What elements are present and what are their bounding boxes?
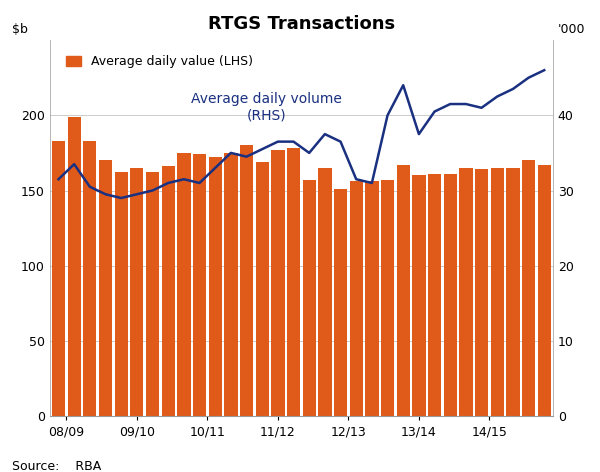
Bar: [428, 174, 441, 416]
Bar: [397, 165, 410, 416]
Bar: [459, 168, 473, 416]
Bar: [99, 160, 112, 416]
Text: '000: '000: [558, 23, 586, 36]
Title: RTGS Transactions: RTGS Transactions: [208, 15, 395, 33]
Bar: [209, 158, 222, 416]
Text: Average daily volume
(RHS): Average daily volume (RHS): [191, 92, 341, 123]
Legend: Average daily value (LHS): Average daily value (LHS): [61, 50, 258, 73]
Bar: [522, 160, 535, 416]
Text: $b: $b: [12, 23, 28, 36]
Bar: [381, 180, 394, 416]
Bar: [350, 181, 363, 416]
Bar: [240, 145, 253, 416]
Bar: [130, 168, 143, 416]
Bar: [302, 180, 316, 416]
Bar: [68, 117, 81, 416]
Bar: [83, 141, 97, 416]
Bar: [146, 172, 159, 416]
Bar: [287, 148, 300, 416]
Bar: [161, 167, 175, 416]
Bar: [412, 176, 425, 416]
Bar: [193, 154, 206, 416]
Bar: [506, 168, 520, 416]
Bar: [475, 169, 488, 416]
Bar: [256, 162, 269, 416]
Bar: [538, 165, 551, 416]
Bar: [224, 153, 238, 416]
Bar: [334, 189, 347, 416]
Bar: [318, 168, 332, 416]
Text: Source:    RBA: Source: RBA: [12, 460, 101, 472]
Bar: [443, 174, 457, 416]
Bar: [491, 168, 504, 416]
Bar: [52, 141, 65, 416]
Bar: [365, 181, 379, 416]
Bar: [115, 172, 128, 416]
Bar: [271, 150, 284, 416]
Bar: [177, 153, 191, 416]
